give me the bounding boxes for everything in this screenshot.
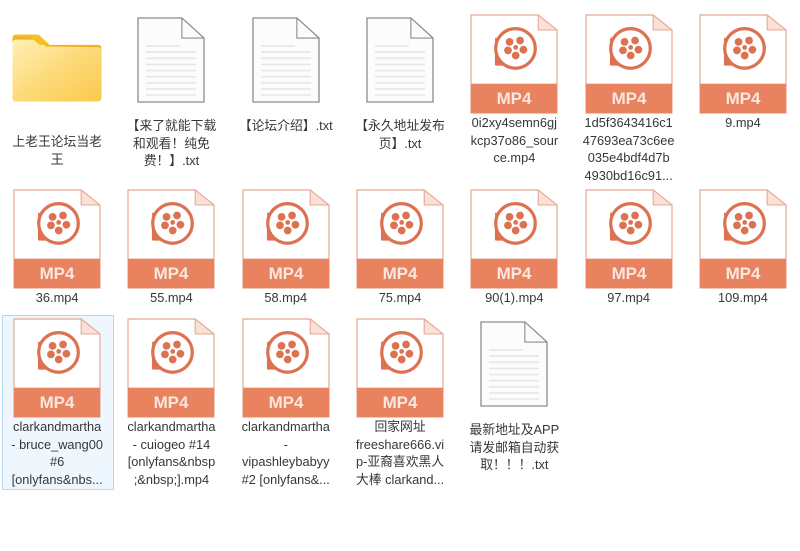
svg-text:MP4: MP4 [611, 264, 646, 283]
svg-text:MP4: MP4 [383, 393, 418, 412]
svg-text:MP4: MP4 [726, 89, 761, 108]
svg-text:MP4: MP4 [268, 393, 303, 412]
svg-text:MP4: MP4 [268, 264, 303, 283]
svg-text:MP4: MP4 [40, 264, 75, 283]
svg-text:MP4: MP4 [154, 393, 189, 412]
svg-text:MP4: MP4 [383, 264, 418, 283]
svg-text:MP4: MP4 [497, 89, 532, 108]
svg-text:MP4: MP4 [154, 264, 189, 283]
svg-text:MP4: MP4 [497, 264, 532, 283]
svg-text:MP4: MP4 [611, 89, 646, 108]
svg-text:MP4: MP4 [40, 393, 75, 412]
svg-text:MP4: MP4 [726, 264, 761, 283]
